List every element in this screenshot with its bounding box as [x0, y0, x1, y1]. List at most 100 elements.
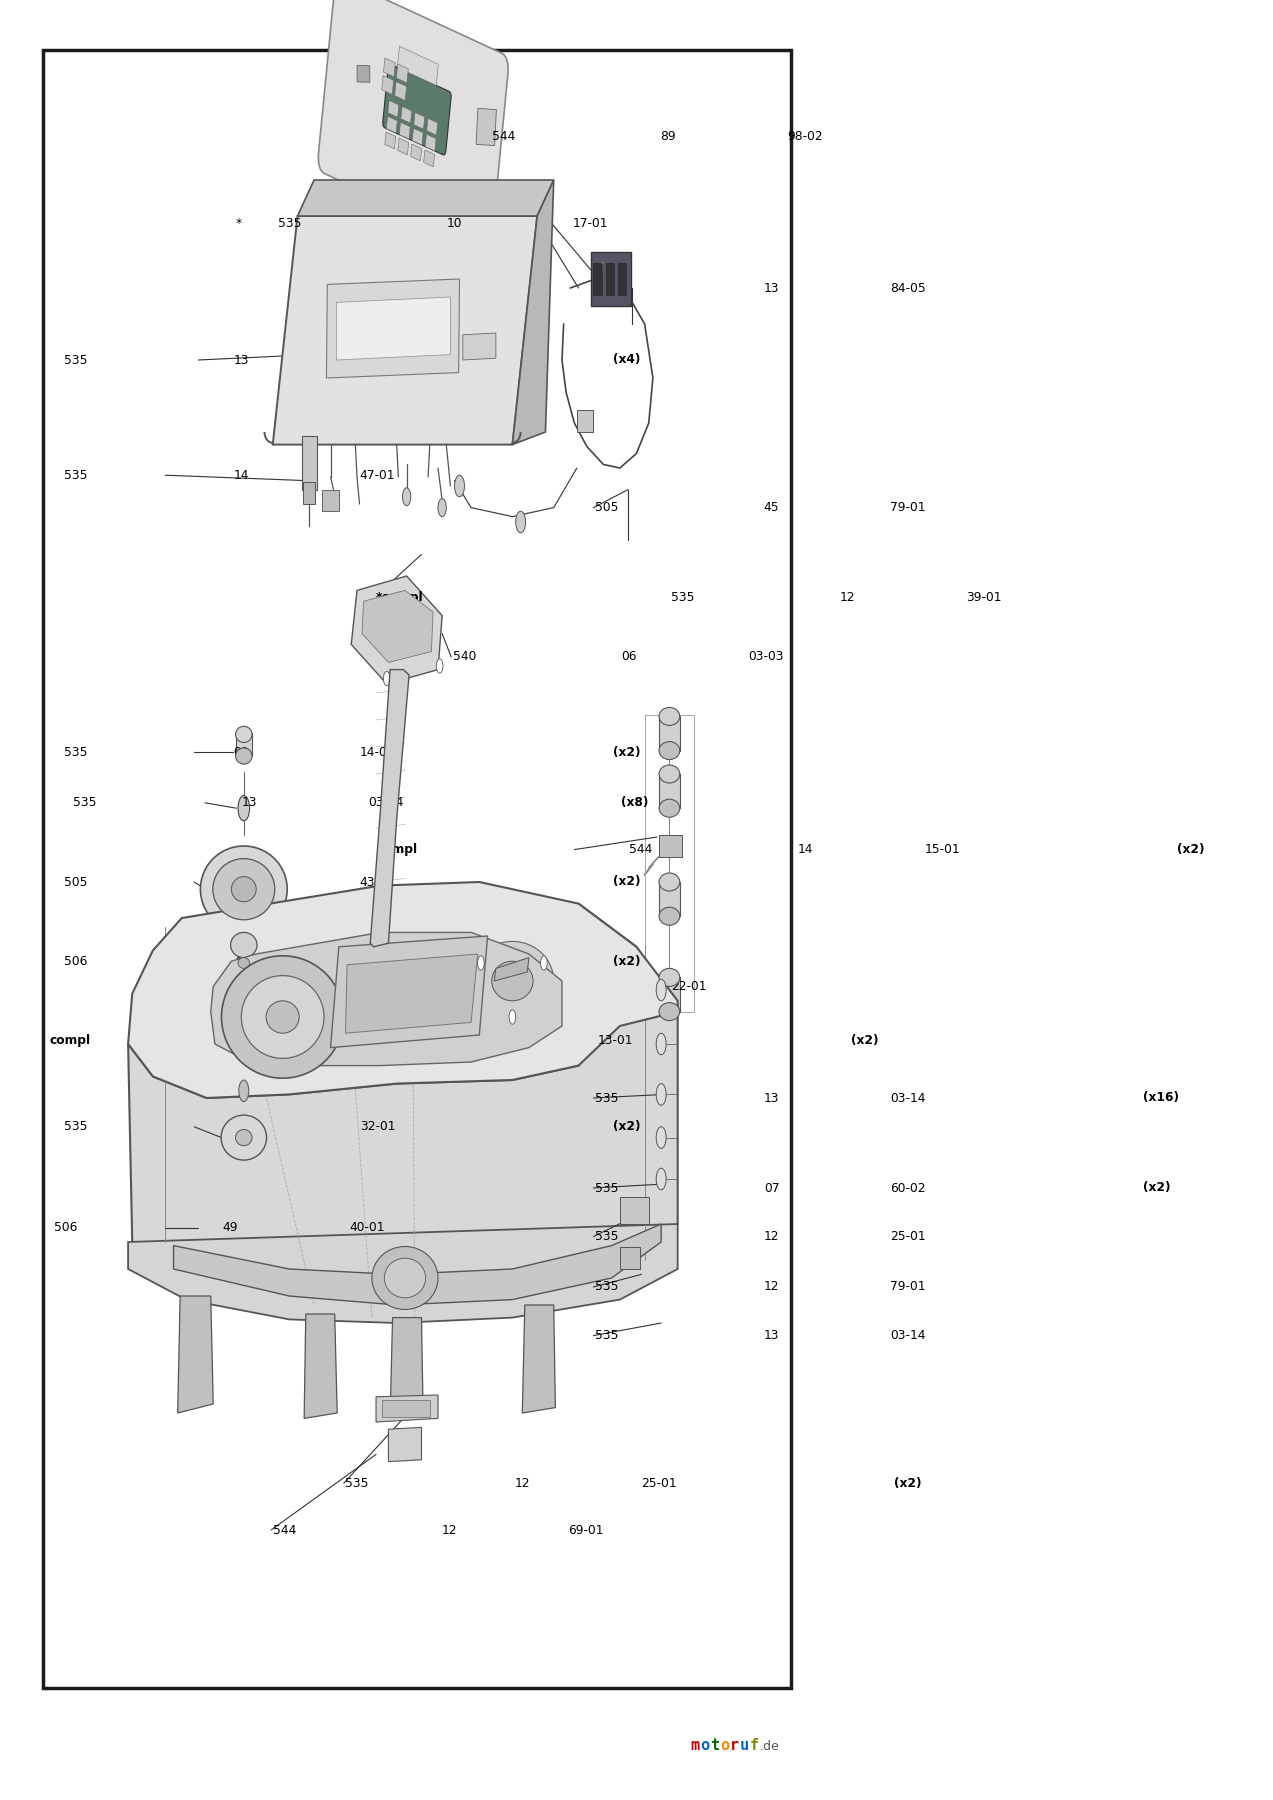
Polygon shape [522, 1305, 555, 1413]
Text: 15-01: 15-01 [924, 842, 960, 857]
Text: 49: 49 [233, 954, 248, 968]
Circle shape [656, 1033, 666, 1055]
Text: o: o [719, 1739, 729, 1753]
Text: 84-05: 84-05 [890, 281, 925, 295]
Text: (x16): (x16) [1143, 1091, 1179, 1105]
Polygon shape [272, 216, 537, 445]
Text: 17: 17 [233, 875, 248, 889]
Text: 79-01: 79-01 [890, 1280, 925, 1294]
Text: (x4): (x4) [612, 353, 640, 367]
Bar [382, 1400, 430, 1417]
Polygon shape [173, 1224, 661, 1305]
Ellipse shape [372, 1246, 438, 1310]
Text: 03-14: 03-14 [360, 353, 395, 367]
Circle shape [509, 1010, 516, 1024]
Circle shape [656, 979, 666, 1001]
Bar [620, 1197, 649, 1224]
Ellipse shape [266, 1001, 299, 1033]
Text: compl: compl [376, 842, 418, 857]
Polygon shape [388, 1427, 421, 1462]
Text: 505: 505 [594, 500, 619, 515]
Text: 43-01: 43-01 [360, 875, 395, 889]
Text: *: * [236, 216, 242, 230]
Text: 12: 12 [442, 1523, 457, 1537]
Text: r: r [729, 1739, 738, 1753]
Polygon shape [129, 1224, 677, 1323]
Bar [302, 436, 317, 490]
Circle shape [402, 488, 411, 506]
Text: 98-02: 98-02 [787, 130, 822, 144]
Circle shape [237, 974, 251, 1006]
Text: 32-01: 32-01 [360, 1120, 395, 1134]
Ellipse shape [659, 1003, 680, 1021]
Polygon shape [336, 297, 451, 360]
Text: 89: 89 [661, 130, 676, 144]
Text: 540: 540 [453, 650, 476, 664]
Polygon shape [594, 261, 603, 281]
Text: t: t [710, 1739, 719, 1753]
Text: 535: 535 [73, 796, 97, 810]
Text: 12: 12 [764, 1229, 779, 1244]
Text: 12: 12 [764, 1280, 779, 1294]
Circle shape [239, 1080, 248, 1102]
Text: (x2): (x2) [852, 1033, 878, 1048]
Ellipse shape [659, 873, 680, 891]
Polygon shape [298, 180, 554, 216]
Polygon shape [129, 904, 677, 1318]
Bar [606, 263, 614, 295]
Text: 09: 09 [233, 745, 248, 760]
Text: 49: 49 [223, 1220, 238, 1235]
Text: 47-01: 47-01 [360, 468, 395, 482]
Polygon shape [476, 108, 496, 146]
Circle shape [656, 1084, 666, 1105]
FancyBboxPatch shape [383, 65, 451, 155]
Text: 12: 12 [514, 1476, 530, 1490]
Text: 13-01: 13-01 [598, 1033, 634, 1048]
Bar [303, 482, 314, 504]
Circle shape [477, 956, 484, 970]
Ellipse shape [471, 941, 554, 1021]
Bar [236, 733, 252, 756]
Ellipse shape [200, 846, 288, 932]
Text: u: u [740, 1739, 749, 1753]
Text: compl: compl [50, 1033, 90, 1048]
Text: (x2): (x2) [612, 875, 640, 889]
Text: 03-14: 03-14 [368, 796, 404, 810]
Polygon shape [211, 932, 561, 1066]
Text: 03-14: 03-14 [890, 1091, 925, 1105]
Text: .de: .de [760, 1739, 779, 1753]
Text: 69-01: 69-01 [568, 1523, 603, 1537]
Polygon shape [129, 882, 677, 1098]
Circle shape [516, 511, 526, 533]
Text: (x2): (x2) [612, 1120, 640, 1134]
Bar [659, 774, 680, 808]
Circle shape [656, 1127, 666, 1148]
Circle shape [418, 241, 425, 259]
Text: 506: 506 [53, 1220, 78, 1235]
Polygon shape [304, 1314, 337, 1418]
Ellipse shape [222, 956, 344, 1078]
Bar [619, 263, 626, 295]
Circle shape [437, 659, 443, 673]
Bar [396, 65, 409, 83]
Bar [412, 128, 423, 146]
Bar [593, 263, 602, 295]
Bar [384, 131, 396, 149]
Bar [411, 144, 421, 160]
Polygon shape [326, 279, 460, 378]
Bar [620, 1247, 640, 1269]
Polygon shape [358, 65, 369, 83]
Ellipse shape [222, 1114, 266, 1161]
Text: 544: 544 [629, 842, 653, 857]
Circle shape [238, 796, 250, 821]
Text: 544: 544 [272, 1523, 297, 1537]
Text: f: f [750, 1739, 759, 1753]
Text: 535: 535 [671, 590, 695, 605]
Ellipse shape [213, 859, 275, 920]
Text: (x8): (x8) [621, 796, 648, 810]
Bar [414, 112, 425, 130]
Polygon shape [178, 1296, 213, 1413]
Polygon shape [362, 590, 433, 662]
Text: 14: 14 [798, 842, 813, 857]
Text: 535: 535 [376, 979, 400, 994]
